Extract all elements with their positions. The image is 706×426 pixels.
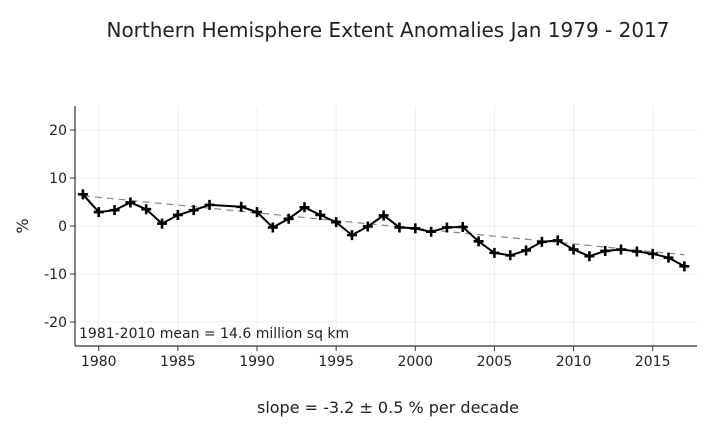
x-tick-label: 2010 xyxy=(556,354,592,370)
data-point xyxy=(93,207,104,218)
chart-title: Northern Hemisphere Extent Anomalies Jan… xyxy=(106,18,670,42)
data-point xyxy=(584,251,595,262)
data-point xyxy=(109,205,120,216)
data-point xyxy=(299,202,310,213)
y-tick-label: 20 xyxy=(49,123,67,139)
data-point xyxy=(663,252,674,263)
trend-line xyxy=(82,195,685,256)
data-point xyxy=(315,209,326,220)
mean-annotation: 1981-2010 mean = 14.6 million sq km xyxy=(79,326,349,342)
x-tick-label: 2015 xyxy=(635,354,671,370)
data-point xyxy=(521,245,532,256)
x-tick-label: 1990 xyxy=(239,354,275,370)
data-point xyxy=(188,205,199,216)
data-point xyxy=(141,204,152,215)
axes xyxy=(70,106,697,351)
x-tick-label: 1985 xyxy=(160,354,196,370)
data-point xyxy=(631,246,642,257)
data-point xyxy=(267,222,278,233)
data-point xyxy=(441,222,452,233)
data-point xyxy=(473,236,484,247)
y-tick-label: 10 xyxy=(49,171,67,187)
data-point xyxy=(600,245,611,256)
data-point xyxy=(172,209,183,220)
x-tick-label: 2005 xyxy=(477,354,513,370)
x-tick-label: 2000 xyxy=(397,354,433,370)
slope-text: slope = -3.2 ± 0.5 % per decade xyxy=(256,398,520,417)
data-point xyxy=(77,189,88,200)
data-point xyxy=(536,236,547,247)
data-point xyxy=(568,244,579,255)
trend-line-layer xyxy=(82,195,685,256)
data-point xyxy=(457,221,468,232)
data-point xyxy=(552,235,563,246)
y-tick-label: -20 xyxy=(44,315,67,331)
data-point xyxy=(394,222,405,233)
data-point xyxy=(679,261,690,272)
data-point xyxy=(362,221,373,232)
data-point xyxy=(236,201,247,212)
x-tick-label: 1980 xyxy=(81,354,117,370)
data-point xyxy=(204,199,215,210)
data-point xyxy=(157,218,168,229)
series-layer xyxy=(77,189,690,272)
data-point xyxy=(378,210,389,221)
data-point xyxy=(125,197,136,208)
data-point xyxy=(410,223,421,234)
data-point xyxy=(505,250,516,261)
x-tick-label: 1995 xyxy=(318,354,354,370)
data-point xyxy=(426,226,437,237)
data-point xyxy=(489,247,500,258)
data-point xyxy=(283,213,294,224)
y-tick-label: 0 xyxy=(58,219,67,235)
data-point xyxy=(647,248,658,259)
data-point xyxy=(331,217,342,228)
data-point xyxy=(346,230,357,241)
y-axis-label: % xyxy=(13,218,32,233)
data-point xyxy=(252,207,263,218)
y-tick-label: -10 xyxy=(44,267,67,283)
data-point xyxy=(616,244,627,255)
